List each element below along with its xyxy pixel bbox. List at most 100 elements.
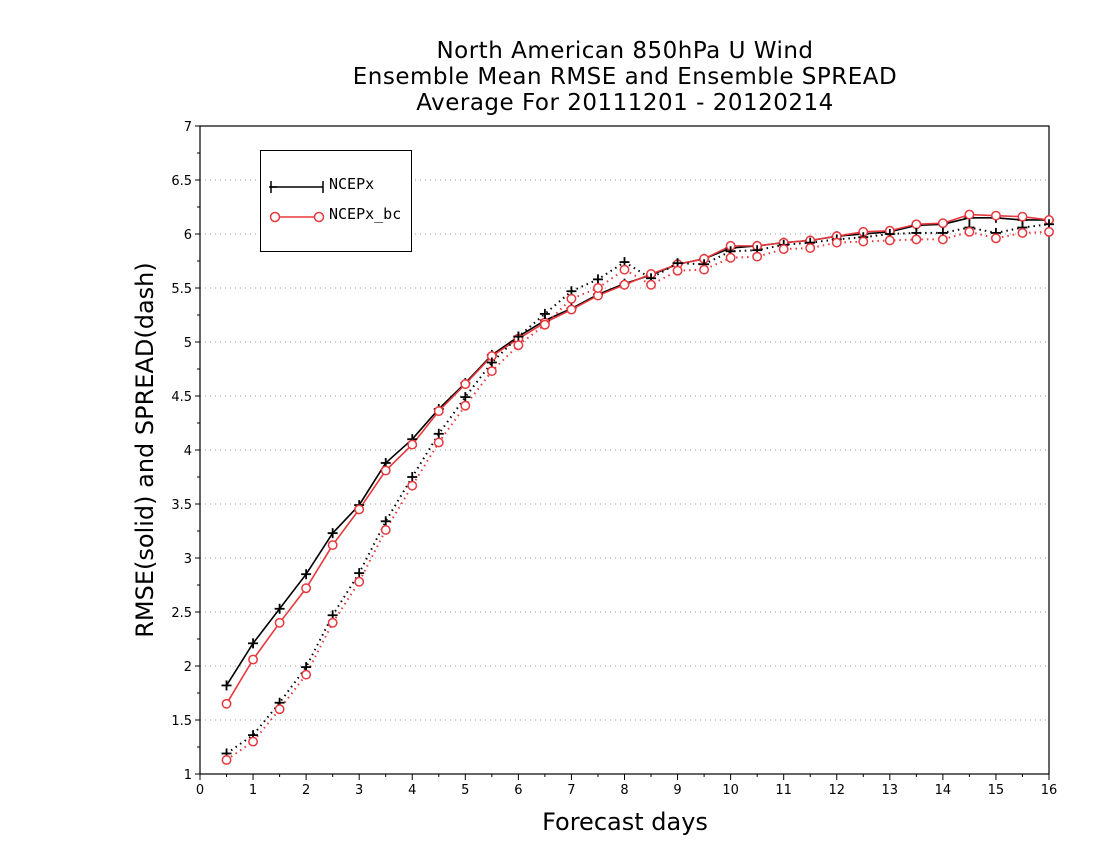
- data-point-ncepx-bc-rmse: [354, 504, 365, 515]
- data-point-ncepx-bc-spread: [725, 252, 736, 263]
- x-tick-label: 1: [249, 783, 257, 798]
- x-tick-label: 10: [722, 783, 739, 798]
- y-tick-label: 5.5: [171, 282, 192, 297]
- data-point-ncepx-bc-rmse: [1017, 211, 1028, 222]
- data-point-ncepx-bc-rmse: [460, 379, 471, 390]
- legend: NCEPx NCEPx_bc: [260, 150, 412, 252]
- data-point-ncepx-bc-spread: [964, 226, 975, 237]
- data-point-ncepx-bc-spread: [513, 340, 524, 351]
- legend-item-ncepx: NCEPx: [269, 175, 409, 197]
- data-point-ncepx-bc-spread: [380, 524, 391, 535]
- data-point-ncepx-spread: [460, 392, 471, 403]
- data-point-ncepx-bc-spread: [433, 437, 444, 448]
- y-tick-label: 2: [184, 660, 192, 675]
- x-tick-label: 13: [882, 783, 899, 798]
- data-point-ncepx-spread: [407, 472, 418, 482]
- data-point-ncepx-bc-spread: [619, 264, 630, 275]
- chart-title-line-2: Ensemble Mean RMSE and Ensemble SPREAD: [352, 64, 898, 90]
- x-tick-label: 7: [567, 783, 575, 798]
- x-tick-label: 0: [196, 783, 204, 798]
- y-tick-label: 1: [184, 768, 192, 783]
- x-tick-label: 16: [1041, 783, 1058, 798]
- data-point-ncepx-bc-rmse: [274, 617, 285, 628]
- y-tick-label: 6: [184, 228, 192, 243]
- x-tick-label: 5: [461, 783, 469, 798]
- data-point-ncepx-spread: [513, 331, 524, 342]
- data-point-ncepx-bc-spread: [460, 400, 471, 411]
- data-point-ncepx-bc-rmse: [301, 583, 312, 594]
- x-tick-label: 12: [828, 783, 845, 798]
- data-point-ncepx-bc-spread: [539, 319, 550, 330]
- data-point-ncepx-bc-rmse: [407, 439, 418, 450]
- series-line-ncepx-bc-spread: [225, 230, 1050, 761]
- data-point-ncepx-rmse: [301, 569, 312, 580]
- data-point-ncepx-rmse: [248, 638, 259, 649]
- data-point-ncepx-bc-spread: [407, 480, 418, 491]
- data-point-ncepx-bc-rmse: [433, 406, 444, 417]
- data-point-ncepx-bc-spread: [301, 669, 312, 680]
- y-tick-label: 6.5: [171, 174, 192, 189]
- y-tick-label: 4: [184, 444, 192, 459]
- x-tick-label: 6: [514, 783, 522, 798]
- data-point-ncepx-spread: [380, 516, 391, 527]
- data-point-ncepx-bc-rmse: [327, 540, 338, 550]
- y-tick-label: 7: [184, 120, 192, 135]
- data-point-ncepx-spread: [486, 357, 497, 368]
- data-point-ncepx-bc-spread: [937, 234, 948, 245]
- data-point-ncepx-bc-rmse: [990, 210, 1001, 221]
- data-point-ncepx-bc-spread: [805, 243, 816, 253]
- data-point-ncepx-bc-spread: [672, 265, 683, 276]
- circle-marker-icon: [269, 211, 325, 223]
- data-point-ncepx-bc-spread: [248, 736, 259, 747]
- y-tick-label: 2.5: [171, 606, 192, 621]
- data-point-ncepx-bc-spread: [1017, 227, 1028, 238]
- x-tick-label: 9: [673, 783, 681, 798]
- chart-title-line-1: North American 850hPa U Wind: [436, 38, 814, 64]
- y-tick-label: 3: [184, 552, 192, 567]
- data-point-ncepx-bc-rmse: [911, 219, 922, 230]
- data-point-ncepx-bc-spread: [354, 576, 365, 587]
- legend-label-ncepx-bc: NCEPx_bc: [329, 205, 402, 223]
- y-tick-label: 1.5: [171, 714, 192, 729]
- data-point-ncepx-bc-rmse: [248, 654, 259, 665]
- plus-marker-icon: [269, 181, 324, 193]
- data-point-ncepx-spread: [592, 274, 603, 285]
- data-point-ncepx-bc-spread: [221, 755, 232, 765]
- data-point-ncepx-bc-spread: [1044, 226, 1054, 237]
- data-point-ncepx-rmse: [221, 680, 232, 691]
- data-point-ncepx-bc-spread: [752, 251, 763, 262]
- data-point-ncepx-rmse: [327, 528, 338, 539]
- x-tick-label: 8: [620, 783, 628, 798]
- data-point-ncepx-spread: [354, 568, 365, 579]
- y-tick-label: 4.5: [171, 390, 192, 405]
- data-point-ncepx-spread: [433, 428, 444, 439]
- data-point-ncepx-bc-spread: [566, 293, 577, 304]
- data-point-ncepx-bc-spread: [646, 279, 656, 290]
- data-point-ncepx-bc-spread: [884, 235, 895, 246]
- x-tick-label: 3: [355, 783, 363, 798]
- data-point-ncepx-bc-spread: [858, 236, 869, 247]
- legend-label-ncepx: NCEPx: [329, 175, 375, 193]
- x-tick-label: 14: [935, 783, 952, 798]
- data-point-ncepx-bc-spread: [911, 234, 922, 245]
- x-tick-label: 15: [988, 783, 1005, 798]
- y-axis-label: RMSE(solid) and SPREAD(dash): [131, 262, 159, 638]
- legend-item-ncepx-bc: NCEPx_bc: [269, 205, 409, 227]
- x-tick-label: 2: [302, 783, 310, 798]
- y-tick-label: 5: [184, 336, 192, 351]
- data-point-ncepx-bc-rmse: [380, 465, 391, 476]
- chart-title-line-3: Average For 20111201 - 20120214: [416, 90, 834, 116]
- data-point-ncepx-rmse: [274, 603, 285, 614]
- data-point-ncepx-bc-spread: [327, 617, 338, 628]
- data-point-ncepx-bc-spread: [831, 237, 842, 248]
- data-point-ncepx-bc-spread: [486, 366, 497, 377]
- data-point-ncepx-bc-spread: [990, 233, 1001, 244]
- data-point-ncepx-bc-rmse: [619, 279, 630, 290]
- data-point-ncepx-bc-rmse: [964, 209, 975, 220]
- data-point-ncepx-bc-rmse: [937, 218, 948, 229]
- x-tick-label: 4: [408, 783, 416, 798]
- data-point-ncepx-bc-rmse: [566, 304, 577, 315]
- y-tick-label: 3.5: [171, 498, 192, 513]
- data-point-ncepx-bc-rmse: [221, 698, 232, 709]
- data-point-ncepx-bc-spread: [593, 283, 603, 293]
